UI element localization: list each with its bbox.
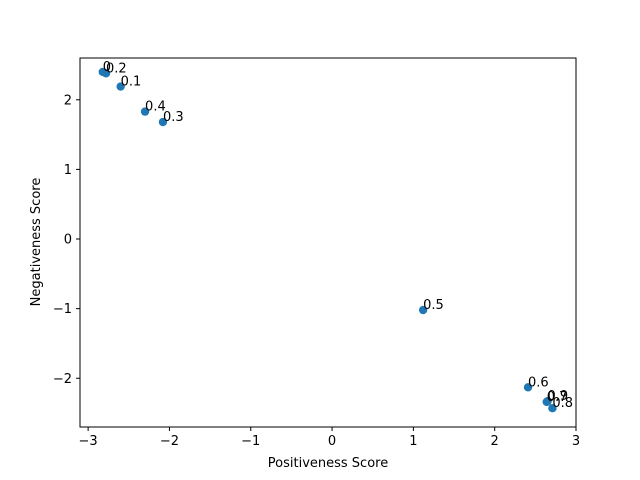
data-point-label: 0.2 bbox=[106, 61, 127, 76]
y-tick-label: 1 bbox=[64, 163, 72, 178]
y-tick-label: −2 bbox=[53, 372, 72, 387]
data-point-label: 0.9 bbox=[548, 389, 569, 404]
y-axis-label: Negativeness Score bbox=[29, 178, 44, 307]
point-labels: 00.20.10.40.3 0.5 0.60.70.90.8 bbox=[103, 60, 573, 411]
data-point-label: 0.4 bbox=[145, 100, 166, 115]
data-point bbox=[543, 397, 552, 406]
data-point bbox=[523, 383, 533, 392]
data-point-label: 0.8 bbox=[552, 396, 573, 411]
x-tick-label: 2 bbox=[491, 434, 499, 449]
plot-frame bbox=[79, 57, 577, 428]
x-tick-label: 0 bbox=[328, 434, 336, 449]
y-axis-ticks: −2 −1 0 1 2 bbox=[53, 93, 80, 387]
data-point bbox=[101, 69, 111, 78]
x-axis-label: Positiveness Score bbox=[268, 456, 388, 471]
y-tick-label: 2 bbox=[64, 93, 72, 108]
data-point-label: 0 bbox=[103, 60, 111, 75]
data-point-label: 0.1 bbox=[121, 75, 142, 90]
x-tick-label: −1 bbox=[241, 434, 260, 449]
x-tick-label: −3 bbox=[79, 434, 98, 449]
data-point bbox=[548, 404, 557, 413]
x-tick-label: 1 bbox=[409, 434, 417, 449]
y-tick-label: 0 bbox=[64, 233, 72, 248]
data-point bbox=[158, 117, 168, 127]
x-axis-ticks: −3 −2 −1 0 1 2 3 bbox=[79, 427, 580, 449]
data-point bbox=[116, 82, 125, 91]
data-points bbox=[98, 67, 557, 413]
y-tick-label: −1 bbox=[53, 302, 72, 317]
data-point-label: 0.6 bbox=[528, 375, 549, 390]
data-point bbox=[418, 305, 428, 315]
data-point-label: 0.5 bbox=[423, 298, 444, 313]
x-tick-label: −2 bbox=[160, 434, 179, 449]
data-point-label: 0.7 bbox=[547, 390, 568, 405]
x-tick-label: 3 bbox=[572, 434, 580, 449]
data-point-label: 0.3 bbox=[163, 110, 184, 125]
data-point bbox=[140, 107, 150, 116]
